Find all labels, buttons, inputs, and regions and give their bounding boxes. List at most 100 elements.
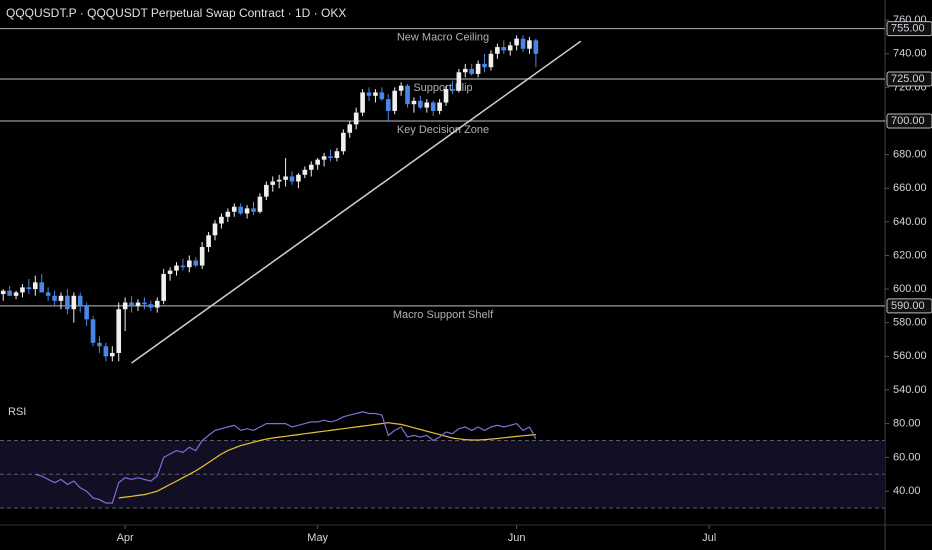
candle-body [7,290,12,296]
candle-body [238,206,243,214]
level-name: Macro Support Shelf [393,309,494,321]
candle-body [0,290,6,295]
candle-body [296,174,301,182]
level-name: Key Decision Zone [397,124,489,136]
candle-body [142,302,147,305]
candle-body [469,68,475,74]
y-tick-label: 620.00 [893,249,927,261]
candle-body [20,287,25,293]
y-tick-label: 580.00 [893,317,927,329]
candle-body [450,89,455,91]
level-box [886,298,932,314]
candle-body [225,211,231,217]
candle-body [527,40,532,49]
rsi-tick-label: 80.00 [893,417,921,429]
level-label: 700.00 [891,115,925,127]
candle-body [437,102,442,111]
candle-body [71,295,77,310]
candle-body [212,223,218,236]
level-box [886,113,932,129]
candle-body [353,112,359,125]
candle-body [392,90,397,111]
candle-body [462,68,468,73]
candle-body [206,235,211,248]
candle-body [341,132,346,152]
y-tick-label: 640.00 [893,216,927,228]
candle-body [219,216,224,224]
candle-body [193,260,199,266]
candle-body [103,346,109,357]
candle-body [58,295,64,301]
candle-body [148,304,154,308]
candle-body [199,247,205,266]
candle-body [283,176,288,180]
candle-body [257,196,263,212]
candle-body [251,208,256,212]
rsi-title: RSI [8,406,26,418]
candle-body [411,100,417,105]
x-tick-label: Apr [117,532,134,544]
candle-body [65,295,70,310]
y-tick-label: 560.00 [893,350,927,362]
level-name: New Macro Ceiling [397,31,489,43]
candle-body [135,302,141,306]
candle-body [174,265,179,271]
candle-body [456,72,462,91]
candle-body [328,156,333,158]
candle-body [116,309,122,353]
candle-body [161,273,166,301]
y-tick-label: 740.00 [893,48,927,60]
candle-body [405,85,410,105]
y-tick-label: 680.00 [893,149,927,161]
candle-body [315,159,320,165]
candle-body [244,208,250,214]
candle-body [321,156,327,160]
candle-body [475,63,481,74]
x-tick-label: May [307,532,328,544]
candle-body [270,181,276,185]
candle-body [379,92,385,100]
candle-body [276,179,282,182]
y-tick-label: 540.00 [893,384,927,396]
candle-body [533,40,539,54]
candle-body [26,287,32,290]
candle-body [167,270,173,274]
candle-body [385,99,391,111]
candle-body [373,92,378,96]
candle-body [507,45,513,51]
candle-body [32,282,38,290]
trendline [131,40,582,364]
candle-body [180,265,186,268]
candle-body [264,184,269,197]
candle-body [418,100,423,108]
candle-body [347,124,353,133]
candle-body [39,282,45,293]
candle-body [430,102,436,111]
candle-body [110,352,115,357]
candle-body [84,305,89,320]
candle-body [97,342,102,347]
rsi-line [35,411,537,504]
candle-body [520,38,526,49]
candle-body [52,295,57,301]
level-label: 590.00 [891,300,925,312]
candle-body [488,53,494,68]
candle-body [308,164,314,170]
candle-body [501,47,507,51]
candle-body [187,260,192,268]
y-tick-label: 600.00 [893,283,927,295]
candle-body [398,85,404,91]
candle-body [90,319,96,343]
candle-body [302,169,308,175]
candle-body [231,206,237,212]
candle-body [77,295,83,306]
candle-body [334,151,340,158]
candle-body [45,292,51,296]
candle-body [366,92,372,96]
level-box [886,71,932,87]
y-tick-label: 660.00 [893,182,927,194]
chart-title: QQQUSDT.P · QQQUSDT Perpetual Swap Contr… [6,6,346,20]
level-label: 725.00 [891,73,925,85]
level-name: Support Flip [413,82,472,94]
